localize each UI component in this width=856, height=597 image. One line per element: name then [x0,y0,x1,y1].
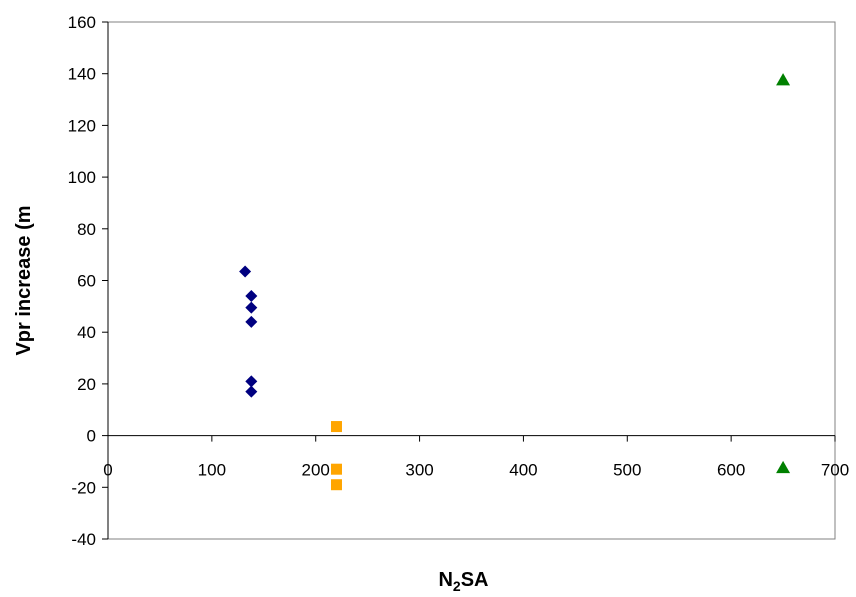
data-point-square [330,421,342,433]
y-axis: -40 -20 0 20 40 60 80 100 120 140 160 [68,13,109,549]
data-point-triangle [776,460,791,474]
x-axis-label-main: N [438,569,452,591]
y-tick-label: 160 [68,13,96,32]
x-axis-label-subscript: 2 [453,578,461,594]
x-tick-label: 100 [198,461,226,480]
data-point-diamond [245,315,258,328]
x-tick-label: 0 [103,461,112,480]
data-point-diamond [245,301,258,314]
y-tick-label: 0 [87,427,96,446]
y-tick-label: -20 [71,478,96,497]
y-tick-label: 20 [77,375,96,394]
y-tick-label: 100 [68,168,96,187]
data-point-square [330,463,342,475]
data-point-diamond [245,375,258,388]
x-axis-label-rest: SA [461,569,489,591]
y-tick-label: 80 [77,220,96,239]
data-point-diamond [245,290,258,303]
y-tick-label: 140 [68,65,96,84]
y-tick-label: 60 [77,272,96,291]
x-axis: 0 100 200 300 400 500 600 700 [103,435,849,480]
data-points [239,73,791,491]
x-tick-label: 500 [613,461,641,480]
data-point-triangle [776,73,791,86]
x-tick-label: 400 [509,461,537,480]
y-tick-label: -40 [71,530,96,549]
y-tick-label: 40 [77,323,96,342]
y-tick-label: 120 [68,116,96,135]
y-axis-label: Vpr increase (m [13,205,35,355]
data-point-diamond [239,265,252,278]
x-tick-label: 300 [405,461,433,480]
x-tick-label: 600 [717,461,745,480]
data-point-square [330,479,342,491]
x-axis-label: N2SA [438,569,488,594]
x-tick-label: 200 [302,461,330,480]
data-point-diamond [245,385,258,398]
x-tick-label: 700 [821,461,849,480]
